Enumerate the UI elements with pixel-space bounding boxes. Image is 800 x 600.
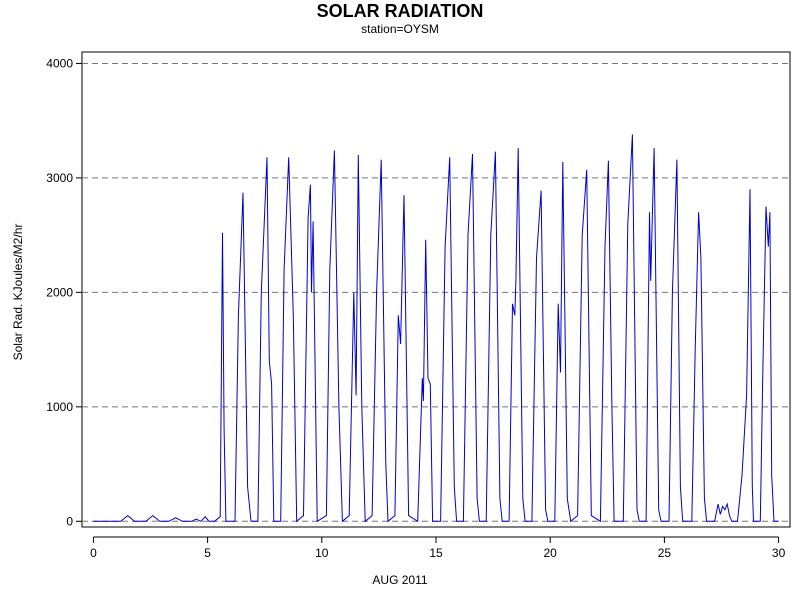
x-axis-label: AUG 2011 xyxy=(372,573,428,587)
plot-frame xyxy=(81,51,791,528)
y-tick-label-0: 0 xyxy=(66,514,73,528)
x-tick-label-30: 30 xyxy=(772,546,786,560)
y-tick-label-4000: 4000 xyxy=(46,56,73,70)
y-tick-label-3000: 3000 xyxy=(46,171,73,185)
x-tick-label-15: 15 xyxy=(429,546,443,560)
chart-title: SOLAR RADIATION xyxy=(316,1,484,21)
grid-lines xyxy=(82,62,790,522)
series-line xyxy=(93,134,779,523)
x-tick-label-10: 10 xyxy=(315,546,329,560)
y-tick-label-1000: 1000 xyxy=(46,400,73,414)
axes: 0 1000 2000 3000 4000 0 5 10 15 20 25 30 xyxy=(46,56,785,560)
x-tick-label-20: 20 xyxy=(544,546,558,560)
x-tick-label-25: 25 xyxy=(658,546,672,560)
x-tick-label-0: 0 xyxy=(90,546,97,560)
y-tick-label-2000: 2000 xyxy=(46,285,73,299)
x-tick-label-5: 5 xyxy=(204,546,211,560)
chart-subtitle: station=OYSM xyxy=(361,22,439,36)
